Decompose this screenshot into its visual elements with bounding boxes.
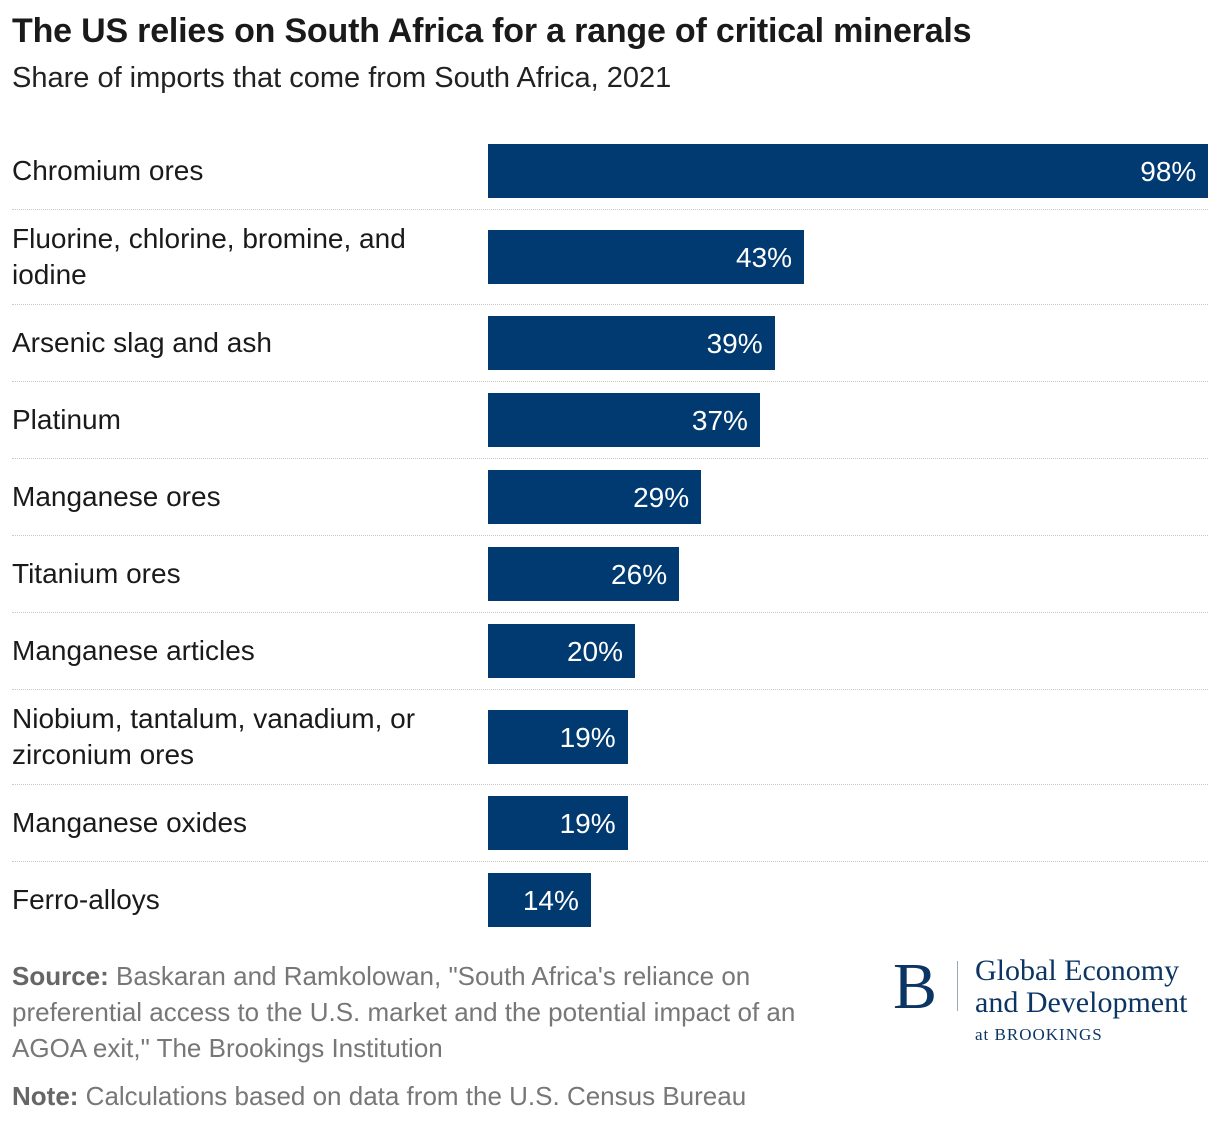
bar-track: 19% [488, 796, 1208, 850]
logo-line1: Global Economy [975, 954, 1180, 987]
bar: 19% [488, 796, 628, 850]
bar: 19% [488, 710, 628, 764]
value-label: 43% [736, 242, 793, 273]
bar: 29% [488, 470, 702, 524]
logo-line2: and Development [975, 986, 1188, 1019]
logo-text: Global Economy and Development [975, 955, 1187, 1019]
logo-divider [957, 961, 958, 1011]
logo-letter: B [893, 950, 938, 1023]
bar-row: Manganese articles 20% [12, 613, 1208, 690]
bar: 43% [488, 230, 805, 284]
source-label: Source: [12, 961, 109, 991]
source-text: Baskaran and Ramkolowan, "South Africa's… [12, 961, 796, 1063]
category-label: Manganese articles [12, 635, 255, 666]
category-label: Manganese ores [12, 481, 221, 512]
category-label: Ferro-alloys [12, 884, 160, 915]
bar-track: 98% [488, 144, 1209, 198]
category-label: Titanium ores [12, 558, 181, 589]
chart-subtitle: Share of imports that come from South Af… [12, 62, 672, 94]
chart-title: The US relies on South Africa for a rang… [12, 12, 972, 50]
value-label: 98% [1140, 156, 1197, 187]
bar: 26% [488, 547, 680, 601]
value-label: 19% [559, 722, 616, 753]
bar-row: Titanium ores 26% [12, 536, 1208, 613]
value-label: 39% [706, 328, 763, 359]
note-text: Calculations based on data from the U.S.… [85, 1081, 747, 1111]
value-label: 37% [691, 405, 748, 436]
bar-track: 37% [488, 393, 1208, 447]
value-label: 29% [633, 482, 690, 513]
bar-track: 43% [488, 230, 1208, 284]
bar-row: Niobium, tantalum, vanadium, or zirconiu… [12, 690, 1208, 785]
category-label: Manganese oxides [12, 807, 248, 838]
bar-row: Chromium ores 98% [12, 133, 1209, 210]
bar: 37% [488, 393, 760, 447]
source-note: Source: Baskaran and Ramkolowan, "South … [12, 958, 842, 1066]
note: Note: Calculations based on data from th… [12, 1078, 746, 1114]
value-label: 26% [611, 559, 668, 590]
bar-row: Platinum 37% [12, 382, 1208, 459]
value-label: 20% [566, 636, 623, 667]
bar-track: 14% [488, 873, 1208, 927]
brookings-logo: B Global Economy and Development at BROOK… [893, 950, 1213, 1045]
bar: 39% [488, 316, 775, 370]
value-label: 14% [522, 885, 579, 916]
logo-line3: at BROOKINGS [975, 1025, 1103, 1044]
note-label: Note: [12, 1081, 79, 1111]
bar-row: Manganese ores 29% [12, 459, 1208, 536]
bar: 98% [488, 144, 1209, 198]
bar-row: Ferro-alloys 14% [12, 862, 1208, 938]
bar-track: 19% [488, 710, 1208, 764]
value-label: 19% [559, 808, 616, 839]
bar-track: 26% [488, 547, 1208, 601]
bar-track: 29% [488, 470, 1208, 524]
category-label: Arsenic slag and ash [12, 327, 272, 358]
bar-chart: Chromium ores 98% Fluorine, chlorine, brom… [12, 133, 1209, 938]
category-label: Niobium, tantalum, vanadium, or zirconiu… [12, 703, 416, 770]
bar-row: Fluorine, chlorine, bromine, and iodine 4… [12, 210, 1208, 305]
bar: 20% [488, 624, 635, 678]
category-label: Chromium ores [12, 155, 204, 186]
bar-row: Manganese oxides 19% [12, 785, 1208, 862]
bar-track: 39% [488, 316, 1208, 370]
bar-row: Arsenic slag and ash 39% [12, 305, 1208, 382]
category-label: Platinum [12, 404, 121, 435]
bar: 14% [488, 873, 591, 927]
category-label: Fluorine, chlorine, bromine, and iodine [12, 223, 406, 290]
bar-track: 20% [488, 624, 1208, 678]
